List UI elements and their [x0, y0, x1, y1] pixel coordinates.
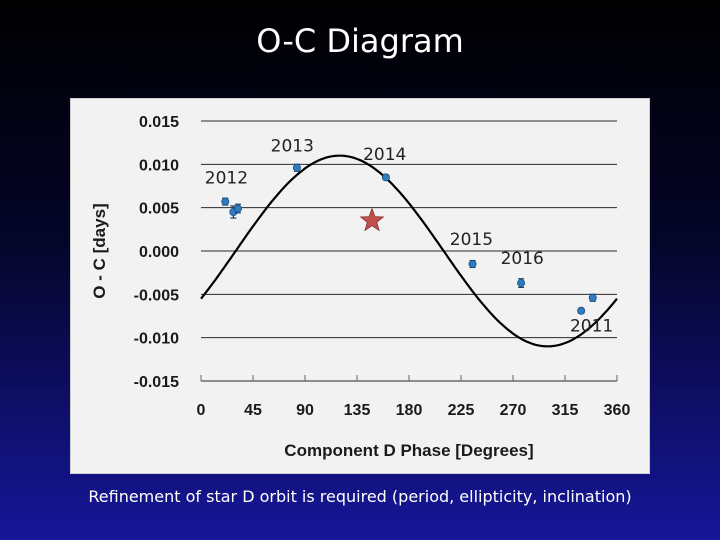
- y-tick-label: 0.005: [139, 201, 179, 218]
- y-tick-label: -0.015: [134, 374, 179, 391]
- x-tick-label: 45: [244, 402, 262, 419]
- data-point: [577, 306, 586, 315]
- x-tick-label: 135: [344, 402, 371, 419]
- slide-caption: Refinement of star D orbit is required (…: [88, 487, 632, 506]
- data-point: [221, 197, 230, 206]
- x-tick-label: 90: [296, 402, 314, 419]
- y-tick-label: -0.005: [134, 287, 179, 304]
- oc-chart: 0.015 0.010 0.005 0.000 -0.005 -0.010 -0.015 0 4…: [90, 114, 631, 460]
- data-point: [468, 259, 477, 268]
- x-tick-label: 180: [396, 402, 423, 419]
- y-tick-label: 0.010: [139, 157, 179, 174]
- year-annotation: 2015: [450, 230, 493, 250]
- year-annotation: 2016: [501, 249, 544, 269]
- year-annotation: 2012: [205, 168, 248, 188]
- x-tick-label: 315: [552, 402, 579, 419]
- data-point: [233, 204, 242, 213]
- y-tick-label: 0.015: [139, 114, 179, 131]
- star-marker: [359, 207, 385, 232]
- data-point: [292, 163, 301, 172]
- y-tick-label: -0.010: [134, 331, 179, 348]
- year-annotation: 2011: [570, 317, 613, 337]
- x-tick-label: 0: [197, 402, 206, 419]
- x-tick-label: 225: [448, 402, 475, 419]
- data-point: [588, 293, 597, 302]
- x-axis-title: Component D Phase [Degrees]: [284, 441, 533, 460]
- chart-panel: 0.015 0.010 0.005 0.000 -0.005 -0.010 -0.015 0 4…: [70, 98, 650, 474]
- data-point: [517, 279, 526, 288]
- data-point: [381, 173, 390, 182]
- x-tick-label: 360: [604, 402, 631, 419]
- year-annotation: 2013: [271, 136, 314, 156]
- y-axis-title: O - C [days]: [90, 203, 109, 298]
- slide-title: O-C Diagram: [256, 22, 464, 60]
- year-annotation: 2014: [363, 145, 406, 165]
- model-curve: [200, 154, 618, 348]
- x-tick-label: 270: [500, 402, 527, 419]
- y-tick-label: 0.000: [139, 244, 179, 261]
